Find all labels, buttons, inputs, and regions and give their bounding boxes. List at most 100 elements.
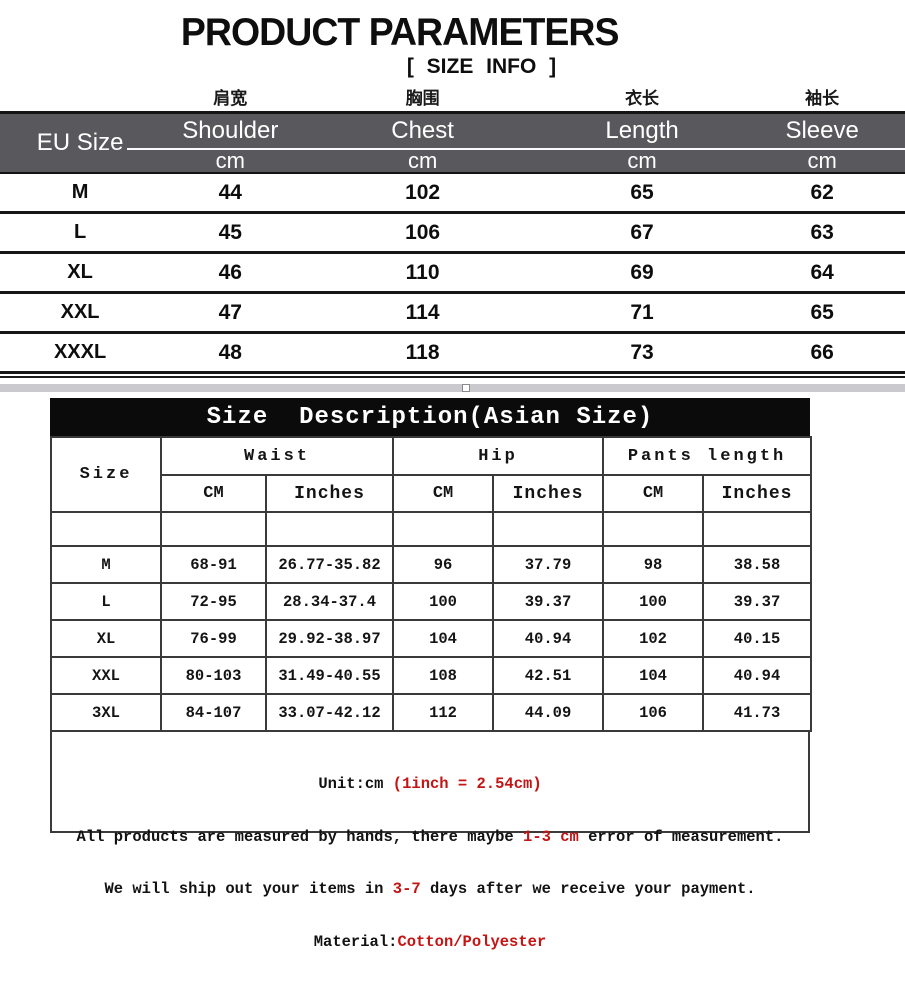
- chinese-header-row: 肩宽 胸围 衣长 袖长: [0, 83, 905, 109]
- sleeve-cell: 63: [810, 220, 834, 244]
- hip-cm-cell: 100: [392, 582, 495, 621]
- unit-label: cm: [407, 148, 438, 173]
- unit-note-black: Unit:cm: [318, 775, 393, 793]
- pants-cm-cell: 104: [602, 656, 705, 695]
- double-line-gap: [0, 374, 905, 376]
- table-row: 3XL 84-107 33.07-42.12 112 44.09 106 41.…: [50, 693, 813, 732]
- chest-cell: 110: [405, 260, 440, 284]
- page-subtitle: [ SIZE INFO ]: [406, 55, 557, 78]
- col-header-chest: Chest: [391, 117, 454, 144]
- chinese-header-sleeve: 袖长: [805, 88, 840, 108]
- pants-cm-cell: 106: [602, 693, 705, 732]
- table-row: M 44 102 65 62: [0, 174, 905, 214]
- waist-inches-cell: 31.49-40.55: [264, 656, 395, 695]
- measurement-note-red: 1-3 cm: [523, 827, 579, 846]
- cm-header: CM: [392, 474, 495, 513]
- pants-inches-cell: 38.58: [702, 545, 813, 584]
- waist-inches-cell: 28.34-37.4: [264, 582, 395, 621]
- chest-cell: 118: [405, 340, 440, 364]
- hip-inches-cell: 40.94: [492, 619, 605, 658]
- measurement-note-black: All products are measured by hands, ther…: [76, 827, 524, 846]
- size-chart-image: { "title": { "main": "PRODUCT PARAMETERS…: [0, 11, 905, 950]
- table-row: L 45 106 67 63: [0, 214, 905, 254]
- size-cell: XL: [50, 619, 162, 658]
- asian-size-title: Size Description(Asian Size): [50, 398, 810, 436]
- chest-cell: 114: [405, 300, 440, 324]
- size-cell: XXL: [50, 656, 162, 695]
- waist-cm-cell: 72-95: [160, 582, 267, 621]
- waist-cm-cell: 76-99: [160, 619, 267, 658]
- length-cell: 71: [630, 300, 654, 324]
- sub-header-row: CM Inches CM Inches CM Inches: [51, 474, 813, 513]
- shipping-note: We will ship out your items in 3-7 days …: [52, 880, 808, 899]
- unit-note: Unit:cm (1inch = 2.54cm): [52, 775, 808, 794]
- group-header-row: Size Waist Hip Pants length: [50, 436, 813, 513]
- sleeve-cell: 62: [810, 180, 834, 204]
- material-note-black: Material:: [313, 932, 398, 951]
- asian-size-table: Size Waist Hip Pants length CM Inches CM…: [50, 436, 813, 732]
- chest-cell: 106: [405, 220, 441, 244]
- hip-cm-cell: 112: [392, 693, 495, 732]
- chinese-header-length: 衣长: [625, 88, 660, 108]
- waist-inches-cell: 26.77-35.82: [264, 545, 395, 584]
- hip-inches-cell: 37.79: [492, 545, 605, 584]
- top-table-header-band: EU Size Shoulder Chest Length Sleeve cm …: [0, 111, 905, 174]
- shoulder-cell: 45: [218, 220, 242, 244]
- divider-handle-icon: [462, 384, 470, 392]
- size-cell: M: [71, 181, 89, 203]
- pants-cm-cell: 98: [602, 545, 705, 584]
- inches-header: Inches: [702, 474, 813, 513]
- waist-inches-cell: 29.92-38.97: [264, 619, 395, 658]
- length-cell: 67: [630, 220, 654, 244]
- group-header-hip: Hip: [392, 436, 605, 476]
- hip-inches-cell: 44.09: [492, 693, 605, 732]
- size-column-header: Size: [50, 436, 162, 513]
- measurement-note: All products are measured by hands, ther…: [52, 827, 808, 847]
- header-divider-line: [126, 148, 905, 150]
- table-row: XL 76-99 29.92-38.97 104 40.94 102 40.15: [50, 619, 813, 658]
- double-line-bottom: [0, 376, 905, 378]
- size-cell: M: [50, 545, 162, 584]
- pants-inches-cell: 40.94: [702, 656, 813, 695]
- pants-inches-cell: 40.15: [702, 619, 813, 658]
- waist-inches-cell: 33.07-42.12: [264, 693, 395, 732]
- sleeve-cell: 66: [810, 340, 834, 364]
- size-cell: L: [73, 221, 87, 243]
- spacer: [0, 392, 905, 398]
- length-cell: 73: [630, 340, 654, 364]
- inches-header: Inches: [492, 474, 605, 513]
- sleeve-cell: 65: [810, 300, 834, 324]
- shoulder-cell: 46: [218, 260, 242, 284]
- col-header-sleeve: Sleeve: [785, 117, 859, 144]
- inches-header: Inches: [264, 474, 395, 513]
- size-cell: 3XL: [50, 693, 162, 732]
- unit-label: cm: [627, 148, 657, 173]
- shoulder-cell: 47: [218, 300, 242, 324]
- measurement-note-black2: error of measurement.: [578, 827, 784, 846]
- pants-inches-cell: 41.73: [702, 693, 813, 732]
- unit-label: cm: [807, 148, 837, 173]
- shipping-note-red: 3-7: [392, 880, 421, 898]
- page-title: PRODUCT PARAMETERS: [180, 11, 620, 54]
- hip-inches-cell: 42.51: [492, 656, 605, 695]
- shipping-note-black: We will ship out your items in: [104, 880, 393, 898]
- hip-cm-cell: 108: [392, 656, 495, 695]
- length-cell: 69: [630, 260, 654, 284]
- table-row: XL 46 110 69 64: [0, 254, 905, 294]
- chinese-header-chest: 胸围: [405, 88, 440, 108]
- cm-header: CM: [160, 474, 267, 513]
- length-cell: 65: [630, 180, 654, 204]
- table-row: M 68-91 26.77-35.82 96 37.79 98 38.58: [50, 545, 813, 584]
- shoulder-cell: 48: [218, 340, 242, 364]
- table-row: L 72-95 28.34-37.4 100 39.37 100 39.37: [50, 582, 813, 621]
- waist-cm-cell: 68-91: [160, 545, 267, 584]
- unit-label: cm: [215, 148, 245, 173]
- size-cell: XL: [67, 261, 93, 283]
- spacer-row: [50, 511, 813, 547]
- eu-size-header: EU Size: [36, 129, 124, 156]
- col-header-length: Length: [605, 117, 679, 144]
- shipping-note-black2: days after we receive your payment.: [420, 880, 756, 898]
- table-row: XXXL 48 118 73 66: [0, 334, 905, 374]
- size-cell: XXL: [60, 301, 100, 323]
- spacer: [0, 378, 905, 384]
